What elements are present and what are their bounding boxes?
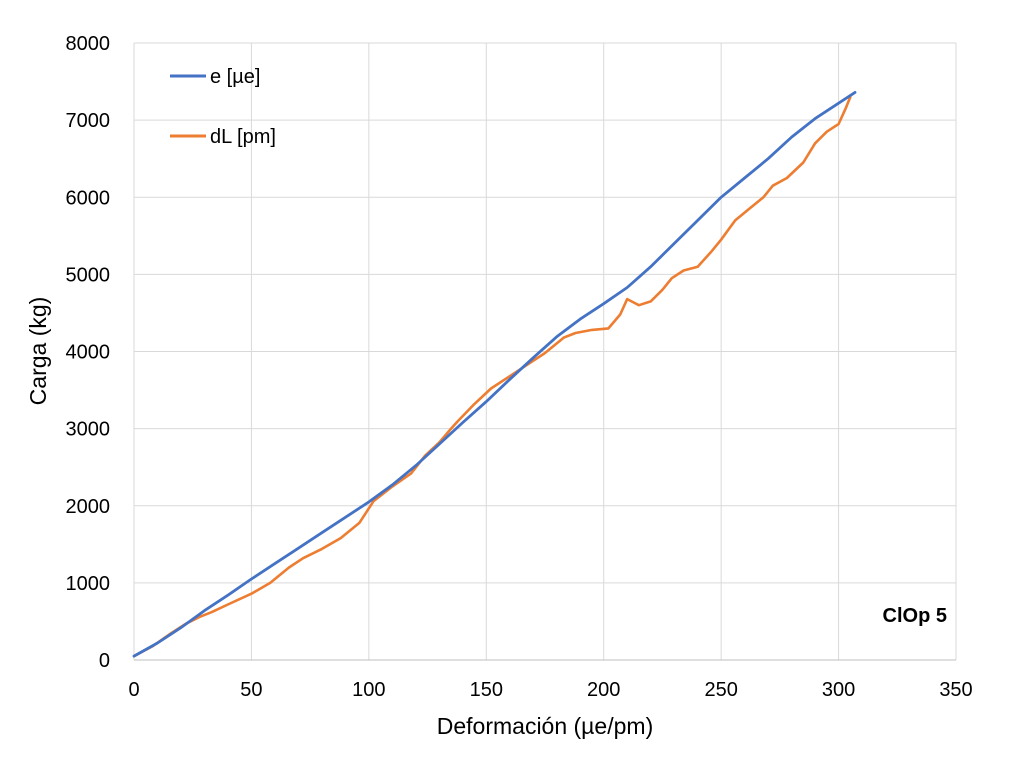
y-tick-label-2000: 2000 [66, 496, 111, 518]
series-layer [132, 91, 857, 658]
y-axis-title: Carga (kg) [25, 297, 51, 406]
specimen-annotation: ClOp 5 [883, 605, 947, 627]
y-tick-label-0: 0 [99, 650, 110, 672]
x-tick-label-50: 50 [240, 679, 262, 701]
x-tick-label-300: 300 [822, 679, 855, 701]
y-tick-label-6000: 6000 [66, 187, 111, 209]
x-axis-title: Deformación (µe/pm) [437, 713, 653, 739]
series-line-dl [132, 95, 852, 658]
grid-lines [134, 42, 957, 660]
y-tick-label-8000: 8000 [66, 33, 111, 55]
x-tick-label-250: 250 [704, 679, 737, 701]
y-tick-label-5000: 5000 [66, 264, 111, 286]
y-tick-label-1000: 1000 [66, 573, 111, 595]
y-tick-label-7000: 7000 [66, 110, 111, 132]
axes [133, 43, 956, 661]
y-tick-label-3000: 3000 [66, 419, 111, 441]
x-tick-label-100: 100 [352, 679, 385, 701]
y-tick-labels: 0 1000 2000 3000 4000 5000 6000 7000 8000 [66, 33, 111, 672]
x-tick-label-200: 200 [587, 679, 620, 701]
legend-label-dl: dL [pm] [210, 126, 276, 148]
legend-label-e: e [µe] [210, 66, 260, 88]
x-tick-label-150: 150 [470, 679, 503, 701]
x-tick-label-350: 350 [939, 679, 972, 701]
y-tick-label-4000: 4000 [66, 342, 111, 364]
x-tick-labels: 0 50 100 150 200 250 300 350 [128, 679, 972, 701]
legend: e [µe] dL [pm] [170, 66, 276, 148]
x-tick-label-0: 0 [128, 679, 139, 701]
series-line-e [132, 91, 857, 658]
